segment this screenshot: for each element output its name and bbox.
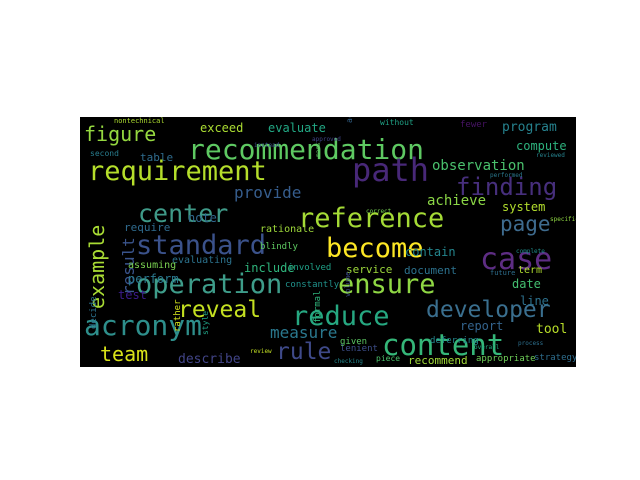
cloud-word-overall: overall [474,344,500,351]
cloud-word-second: second [90,149,119,158]
cloud-word-team: team [100,342,148,366]
cloud-word-result: result [119,237,138,295]
cloud-word-complete: complete [516,248,545,255]
cloud-word-table: table [140,151,173,164]
cloud-word-review: review [250,348,272,355]
cloud-word-performed: performed [490,172,523,179]
cloud-word-test: test [118,288,147,302]
cloud-word-recommendation: recommendation [188,133,424,166]
cloud-word-standard: standard [136,230,266,261]
cloud-word-reveal: reveal [178,297,261,323]
cloud-word-given: given [340,337,367,347]
cloud-word-developer: developer [426,297,551,323]
cloud-word-note: note [188,211,217,225]
cloud-word-content: content [382,328,504,362]
cloud-word-tool: tool [536,322,567,337]
cloud-word-process: process [518,340,544,347]
cloud-word-program: program [502,120,557,135]
cloud-word-contain: contain [405,245,456,259]
cloud-word-mass: mass [315,142,322,157]
cloud-word-acronym: acronym [84,309,202,342]
cloud-word-style: style [201,311,210,335]
cloud-word-service: service [346,263,392,276]
cloud-word-involved: involved [288,263,331,273]
cloud-background [80,117,576,367]
cloud-word-describe: describe [178,352,241,367]
cloud-word-reviewed: reviewed [536,152,565,159]
cloud-word-correct: correct [366,208,392,215]
cloud-word-example: example [85,225,109,309]
cloud-word-instead: instead [254,142,280,149]
cloud-word-ensure: ensure [338,269,436,300]
cloud-word-system: system [502,200,545,214]
cloud-word-center: center [138,199,228,228]
cloud-word-assuming: assuming [128,260,176,271]
cloud-word-approved: approved [312,136,341,143]
cloud-word-include: include [244,261,295,275]
cloud-word-term: term [518,265,542,276]
cloud-word-lenient: lenient [340,344,378,354]
cloud-word-exceed: exceed [200,121,243,135]
cloud-word-deferring: deferring [430,336,479,346]
cloud-word-strategy: strategy [534,353,576,363]
cloud-word-rationale: rationale [260,224,314,235]
cloud-word-operation: operation [136,269,282,300]
cloud-word-without: without [380,118,414,127]
cloud-word-evaluate: evaluate [268,121,326,135]
cloud-word-requirement: requirement [88,156,267,187]
cloud-word-rule: rule [276,339,331,365]
cloud-word-require: require [124,221,170,234]
cloud-word-date: date [512,277,541,291]
cloud-word-reduce: reduce [292,301,390,332]
cloud-word-figure: figure [84,122,156,146]
cloud-word-formal: formal [313,290,323,323]
cloud-word-recommend: recommend [408,354,468,367]
cloud-word-volume: volume [344,272,352,297]
cloud-word-future: future [490,269,515,277]
cloud-word-observation: observation [432,158,525,174]
cloud-word-constantly: constantly [285,280,340,290]
cloud-word-finding: finding [456,173,557,201]
cloud-word-case: case [480,242,552,277]
cloud-word-compute: compute [516,139,567,153]
cloud-word-evaluating: evaluating [172,255,232,266]
cloud-word-nontechnical: nontechnical [114,117,165,125]
cloud-word-provide: provide [234,183,301,202]
cloud-word-measure: measure [270,323,337,342]
cloud-word-achieve: achieve [427,193,486,209]
cloud-word-checking: checking [334,358,363,365]
cloud-word-perform: perform [128,272,179,286]
cloud-word-line: line [520,294,549,308]
cloud-word-accepting: accepting [345,117,354,123]
cloud-word-piece: piece [376,354,400,363]
cloud-word-page: page [500,212,551,236]
cloud-word-decide: decide [89,296,99,329]
cloud-word-blindly: blindly [260,242,299,252]
cloud-word-become: become [326,233,424,264]
cloud-word-path: path [352,151,429,189]
cloud-word-appropriate: appropriate [476,354,536,364]
cloud-word-rather: rather [173,299,183,332]
cloud-word-report: report [460,319,503,333]
cloud-word-reference: reference [298,203,444,234]
cloud-word-fewer: fewer [460,120,488,130]
cloud-word-document: document [404,264,457,277]
